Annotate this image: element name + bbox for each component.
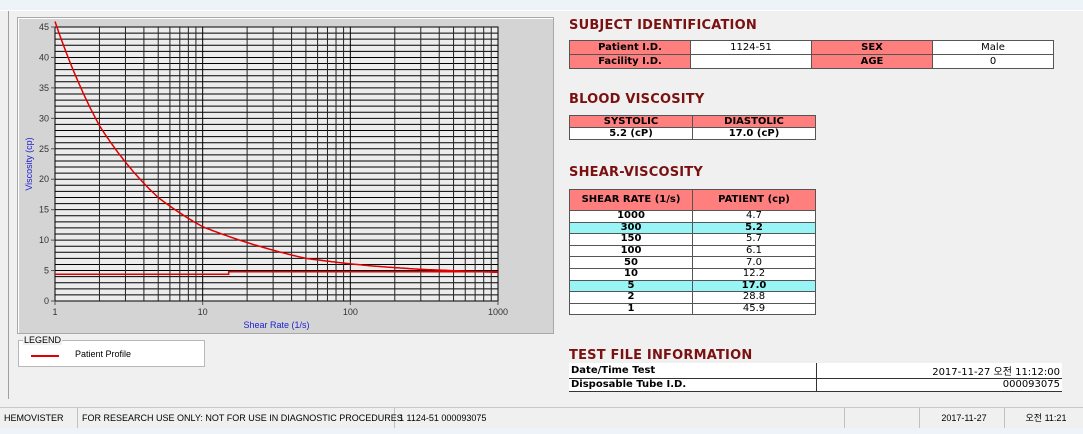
table-row: 1000 4.7 — [569, 210, 816, 223]
viscosity-cell: 4.7 — [692, 210, 816, 223]
test-file-table: Date/Time Test 2017-11-27 오전 11:12:00 Dis… — [569, 363, 1062, 392]
table-row: 100 6.1 — [569, 244, 816, 258]
table-row: 300 5.2 — [569, 221, 816, 235]
date-time-value: 2017-11-27 오전 11:12:00 — [815, 363, 1062, 379]
legend-item: Patient Profile — [75, 349, 132, 359]
facility-id-value — [690, 54, 812, 69]
subject-table: Patient I.D. 1124-51 SEX Male Facility I.D.… — [569, 40, 1054, 69]
patient-header: PATIENT (cp) — [692, 189, 816, 211]
viscosity-cell: 17.0 — [692, 279, 816, 293]
series-line — [54, 21, 499, 274]
table-row: 10 12.2 — [569, 267, 816, 281]
subject-title: SUBJECT IDENTIFICATION — [569, 18, 757, 33]
y-tick-label: 35 — [39, 83, 49, 93]
tube-id-label: Disposable Tube I.D. — [569, 378, 816, 392]
status-record: 1 1124-51 000093075 — [395, 408, 845, 429]
x-tick-label: 10 — [198, 307, 208, 317]
top-strip — [0, 0, 1083, 11]
bottom-strip — [0, 428, 1083, 434]
viscosity-cell: 5.2 — [692, 221, 816, 235]
date-time-label: Date/Time Test — [569, 363, 816, 379]
x-tick-label: 1 — [52, 307, 57, 317]
shear-rate-cell: 1000 — [569, 210, 693, 223]
shear-viscosity-title: SHEAR-VISCOSITY — [569, 165, 703, 180]
series-line — [55, 271, 498, 275]
shear-rate-cell: 150 — [569, 233, 693, 246]
diastolic-label: DIASTOLIC — [692, 115, 816, 128]
table-row: 5 17.0 — [569, 279, 816, 293]
y-tick-label: 30 — [39, 113, 49, 123]
divider — [8, 11, 9, 399]
shear-rate-header: SHEAR RATE (1/s) — [569, 189, 693, 211]
table-row: 50 7.0 — [569, 256, 816, 269]
viscosity-cell: 5.7 — [692, 233, 816, 246]
status-disclaimer: FOR RESEARCH USE ONLY: NOT FOR USE IN DI… — [78, 408, 403, 429]
facility-id-label: Facility I.D. — [569, 54, 691, 69]
table-row: 2 28.8 — [569, 291, 816, 304]
status-bar: HEMOVISTER FOR RESEARCH USE ONLY: NOT FO… — [0, 407, 1083, 429]
sex-value: Male — [932, 40, 1054, 55]
x-tick-label: 1000 — [488, 307, 508, 317]
sex-label: SEX — [811, 40, 933, 55]
viscosity-cell: 12.2 — [692, 267, 816, 281]
shear-rate-cell: 1 — [569, 302, 693, 316]
table-row: 150 5.7 — [569, 233, 816, 246]
viscosity-cell: 45.9 — [692, 302, 816, 316]
y-tick-label: 45 — [39, 22, 49, 32]
shear-rate-cell: 5 — [569, 279, 693, 293]
shear-rate-cell: 10 — [569, 267, 693, 281]
patient-id-value: 1124-51 — [690, 40, 812, 55]
x-axis-label: Shear Rate (1/s) — [243, 320, 309, 330]
status-time: 오전 11:21 — [1025, 413, 1067, 423]
y-tick-label: 15 — [39, 205, 49, 215]
patient-id-label: Patient I.D. — [569, 40, 691, 55]
blood-viscosity-table: SYSTOLIC DIASTOLIC 5.2 (cP) 17.0 (cP) — [569, 115, 816, 140]
test-file-title: TEST FILE INFORMATION — [569, 348, 753, 363]
age-label: AGE — [811, 54, 933, 69]
shear-rate-cell: 300 — [569, 221, 693, 235]
x-tick-label: 100 — [343, 307, 358, 317]
viscosity-cell: 7.0 — [692, 256, 816, 269]
age-value: 0 — [932, 54, 1054, 69]
plot-area — [54, 26, 499, 302]
y-tick-label: 5 — [44, 266, 49, 276]
chart-panel: 0 5 10 15 20 25 30 35 40 45 1 10 100 1000 Shear Rate (… — [17, 17, 554, 334]
status-date: 2017-11-27 — [920, 408, 1005, 429]
shear-rate-cell: 100 — [569, 244, 693, 258]
shear-viscosity-table: SHEAR RATE (1/s) PATIENT (cp) 1000 4.7 300 5… — [569, 189, 816, 316]
tube-id-value: 000093075 — [815, 378, 1062, 392]
legend-box: LEGEND Patient Profile — [18, 335, 205, 367]
status-empty — [845, 408, 920, 429]
status-app-name: HEMOVISTER — [0, 408, 78, 429]
diastolic-value: 17.0 (cP) — [692, 127, 816, 140]
blood-viscosity-title: BLOOD VISCOSITY — [569, 92, 705, 107]
y-tick-label: 10 — [39, 235, 49, 245]
y-tick-label: 40 — [39, 52, 49, 62]
y-tick-label: 20 — [39, 174, 49, 184]
y-tick-label: 25 — [39, 144, 49, 154]
viscosity-chart: 0 5 10 15 20 25 30 35 40 45 1 10 100 1000 Shear Rate (… — [24, 21, 508, 330]
systolic-value: 5.2 (cP) — [569, 127, 693, 140]
legend-line-swatch — [31, 355, 59, 357]
viscosity-cell: 6.1 — [692, 244, 816, 258]
legend-title: LEGEND — [23, 335, 63, 345]
shear-rate-cell: 50 — [569, 256, 693, 269]
table-row: 1 45.9 — [569, 302, 816, 316]
y-tick-label: 0 — [44, 296, 49, 306]
y-axis-label: Viscosity (cp) — [24, 137, 34, 190]
shear-rate-cell: 2 — [569, 291, 693, 304]
systolic-label: SYSTOLIC — [569, 115, 693, 128]
viscosity-cell: 28.8 — [692, 291, 816, 304]
